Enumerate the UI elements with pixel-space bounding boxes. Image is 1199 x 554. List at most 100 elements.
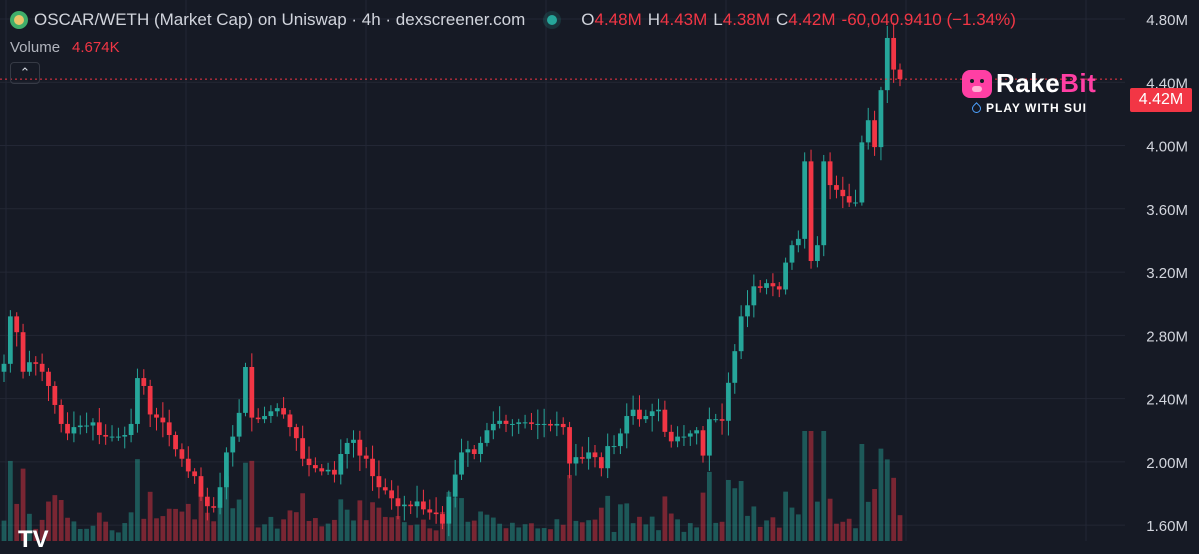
volume-bar <box>427 528 433 541</box>
candle-body <box>484 430 490 443</box>
candle-body <box>122 435 128 437</box>
volume-bar <box>20 468 26 541</box>
volume-bar <box>522 524 528 541</box>
volume-bar <box>789 507 795 541</box>
candle-body <box>878 90 884 148</box>
volume-bar <box>516 527 522 541</box>
y-tick-label: 4.00M <box>1146 139 1188 156</box>
volume-bar <box>751 506 757 541</box>
volume-bar <box>452 497 458 541</box>
candle-body <box>573 457 579 464</box>
candle-body <box>618 433 623 447</box>
volume-bar <box>103 521 109 541</box>
candle-body <box>7 316 13 364</box>
volume-bar <box>649 516 655 541</box>
candle-body <box>154 414 159 418</box>
candle-body <box>853 202 858 204</box>
volume-bar <box>529 523 534 541</box>
candle-body <box>166 422 172 436</box>
brand-tagline: PLAY WITH SUI <box>986 101 1088 115</box>
candle-body <box>459 452 464 475</box>
candle-body <box>605 446 611 469</box>
volume-bar <box>706 471 712 541</box>
open-value: 4.48M <box>594 10 642 29</box>
collapse-legend-button[interactable]: ⌃ <box>10 62 40 84</box>
candle-body <box>77 425 83 428</box>
live-status-icon <box>547 15 558 25</box>
candle-body <box>668 431 674 442</box>
candle-body <box>344 442 350 454</box>
volume-value: 4.674K <box>72 39 120 56</box>
candle-body <box>719 419 725 421</box>
volume-bar <box>865 501 871 541</box>
volume-bar <box>173 508 178 541</box>
volume-bar <box>128 512 134 541</box>
candle-body <box>382 487 388 491</box>
candle-body <box>529 422 534 424</box>
volume-bar <box>853 528 858 541</box>
volume-bar <box>135 459 140 541</box>
chart-title: OSCAR/WETH (Market Cap) on Uniswap · 4h … <box>34 10 526 29</box>
volume-bar <box>821 431 827 541</box>
volume-bar <box>884 459 890 541</box>
volume-bar <box>535 528 541 541</box>
candle-body <box>522 422 528 424</box>
y-tick-label: 2.40M <box>1146 392 1188 409</box>
candlestick-chart[interactable]: 4.80M4.40M4.00M3.60M3.20M2.80M2.40M2.00M… <box>0 0 1199 541</box>
candle-body <box>281 408 286 415</box>
volume-bar <box>46 501 51 541</box>
candle-body <box>535 423 541 425</box>
candle-body <box>611 446 617 448</box>
volume-bar <box>745 515 750 541</box>
candle-body <box>802 161 808 239</box>
candle-body <box>764 283 769 288</box>
volume-bar <box>204 512 210 541</box>
volume-bar <box>249 460 255 541</box>
y-tick-label: 3.60M <box>1146 202 1188 219</box>
candle-body <box>872 120 877 148</box>
candle-body <box>681 436 687 438</box>
high-value: 4.43M <box>660 10 708 29</box>
volume-bar <box>401 522 407 541</box>
candle-body <box>58 404 64 424</box>
volume-bar <box>84 528 89 541</box>
volume-bar <box>490 517 496 541</box>
volume-bar <box>39 519 45 541</box>
candle-body <box>675 436 680 442</box>
volume-bar <box>116 532 121 541</box>
token-logo-icon <box>10 11 28 29</box>
candle-body <box>694 430 700 434</box>
volume-bar <box>268 516 274 541</box>
candle-body <box>859 142 865 203</box>
candle-body <box>840 189 846 197</box>
candle-body <box>293 427 299 439</box>
volume-bar <box>719 521 725 541</box>
last-price-tag: 4.42M <box>1130 88 1192 112</box>
volume-bar <box>198 492 204 541</box>
candle-body <box>738 316 744 352</box>
volume-bar <box>27 513 32 541</box>
candle-body <box>249 366 255 418</box>
candle-body <box>173 435 178 450</box>
volume-bar <box>357 500 363 541</box>
volume-bar <box>414 524 420 541</box>
volume-bar <box>573 520 579 541</box>
volume-bar <box>395 515 401 541</box>
candle-body <box>224 452 229 488</box>
candle-body <box>421 501 426 510</box>
volume-bar <box>433 530 439 541</box>
brand-name: RakeBit <box>996 68 1097 98</box>
volume-legend: Volume 4.674K <box>10 39 120 56</box>
candle-body <box>236 412 242 437</box>
candle-body <box>567 427 572 464</box>
volume-bar <box>764 520 769 541</box>
high-label: H <box>647 10 661 29</box>
volume-bar <box>408 525 414 541</box>
candle-body <box>414 501 420 507</box>
volume-bar <box>65 517 70 541</box>
close-label: C <box>776 10 789 29</box>
volume-bar <box>611 531 617 541</box>
y-tick-label: 2.00M <box>1146 455 1188 472</box>
y-tick-label: 4.80M <box>1146 12 1188 29</box>
candle-body <box>84 425 89 427</box>
